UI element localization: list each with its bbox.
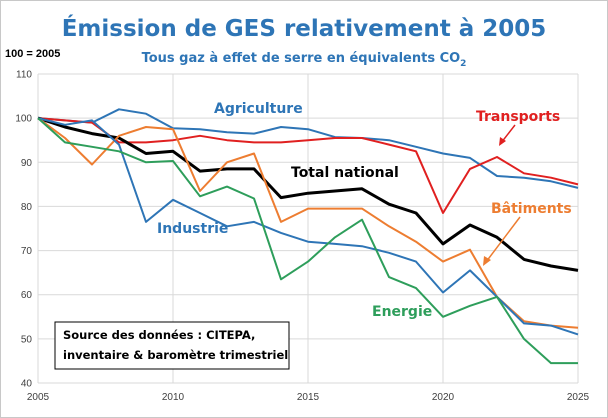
y-tick-label: 60 bbox=[21, 290, 33, 301]
batiments-pointer-line bbox=[485, 216, 521, 263]
source-line-2: inventaire & baromètre trimestriel bbox=[63, 348, 288, 362]
y-axis-base-label: 100 = 2005 bbox=[5, 48, 60, 60]
chart-title: Émission de GES relativement à 2005 bbox=[62, 14, 547, 42]
series-label-energie: Energie bbox=[372, 304, 432, 320]
series-label-industrie: Industrie bbox=[157, 221, 228, 237]
y-tick-label: 40 bbox=[21, 379, 33, 390]
series-line-agriculture bbox=[37, 108, 579, 189]
series-label-batiments: Bâtiments bbox=[491, 201, 572, 217]
y-tick-label: 90 bbox=[21, 158, 33, 169]
x-tick-label: 2020 bbox=[432, 392, 455, 403]
series-line-energie bbox=[37, 117, 578, 365]
source-line-1: Source des données : CITEPA, bbox=[63, 328, 255, 342]
x-tick-label: 2015 bbox=[297, 392, 320, 403]
series-label-total-national: Total national bbox=[291, 165, 399, 181]
batiments-pointer-arrowhead bbox=[483, 256, 491, 266]
y-tick-label: 70 bbox=[21, 246, 33, 257]
source-box bbox=[54, 321, 290, 370]
series-line-batiments bbox=[37, 117, 579, 329]
y-tick-label: 110 bbox=[16, 70, 32, 81]
x-tick-label: 2025 bbox=[567, 392, 590, 403]
y-tick-label: 100 bbox=[15, 114, 32, 125]
y-tick-label: 50 bbox=[21, 334, 33, 345]
series-lines bbox=[37, 108, 579, 365]
subtitle-subscript: 2 bbox=[460, 59, 466, 69]
series-line-industrie bbox=[37, 117, 579, 336]
y-tick-labels: 40 50 60 70 80 90 100 110 bbox=[15, 70, 32, 390]
chart-subtitle: Tous gaz à effet de serre en équivalents… bbox=[142, 51, 467, 69]
series-label-transports: Transports bbox=[476, 109, 560, 125]
y-tick-label: 80 bbox=[21, 202, 33, 213]
x-tick-label: 2005 bbox=[27, 392, 50, 403]
transports-pointer-arrowhead bbox=[499, 137, 506, 146]
x-tick-labels: 2005 2010 2015 2020 2025 bbox=[27, 392, 590, 403]
series-line-total-national bbox=[37, 116, 579, 272]
x-tick-label: 2010 bbox=[162, 392, 185, 403]
series-label-agriculture: Agriculture bbox=[214, 101, 303, 117]
